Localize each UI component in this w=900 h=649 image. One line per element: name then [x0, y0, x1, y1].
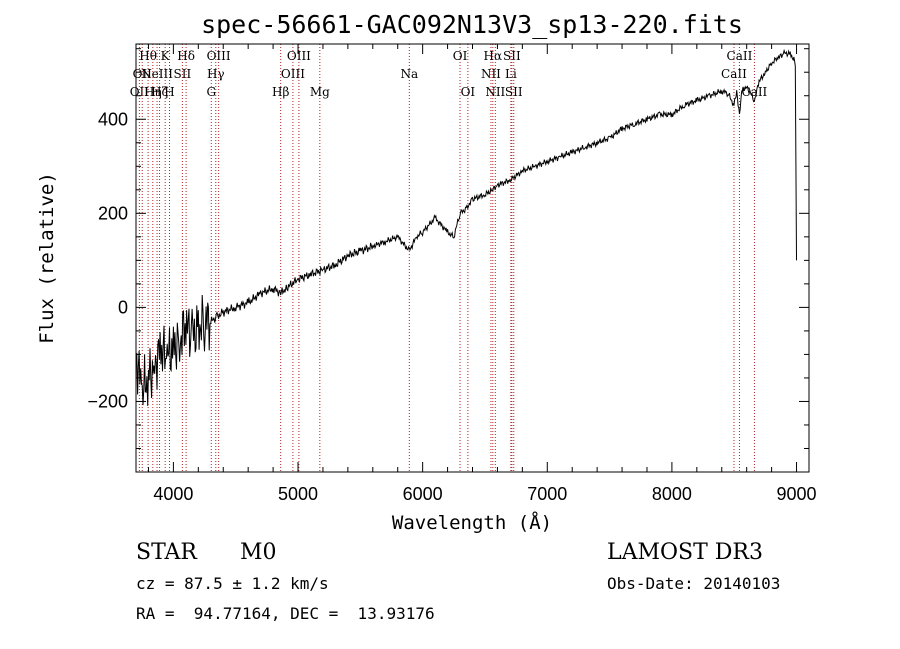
x-tick-label: 6000 [403, 484, 443, 504]
object-class: STAR [136, 540, 197, 565]
x-tick-label: 4000 [153, 484, 193, 504]
emission-line-label: Na [400, 67, 418, 81]
emission-line-label: NeIII [141, 67, 173, 81]
axis-ticks: 4000 5000 6000 7000 8000 9000 −200 0 200 400 [87, 44, 817, 504]
emission-line-label: Mg [310, 85, 330, 99]
emission-line-label: Hζ [151, 85, 168, 99]
chart-title: spec-56661-GAC092N13V3_sp13-220.fits [201, 10, 743, 39]
emission-line-label: NII [485, 85, 505, 99]
emission-line-label: CaII [727, 49, 753, 63]
survey-name: LAMOST DR3 [607, 540, 763, 565]
emission-line-label: Hβ [272, 85, 289, 99]
coordinates: RA = 94.77164, DEC = 13.93176 [136, 604, 435, 623]
y-axis-label: Flux (relative) [36, 172, 58, 344]
emission-line-label: SII [174, 67, 192, 81]
y-tick-label: 200 [98, 203, 128, 223]
y-tick-label: 0 [118, 297, 128, 317]
emission-line-label: OIII [287, 49, 311, 63]
emission-line-label: SII [503, 49, 521, 63]
emission-line-label: OII [130, 85, 150, 99]
observation-date: Obs-Date: 20140103 [607, 574, 781, 593]
x-tick-label: 8000 [652, 484, 692, 504]
x-tick-label: 5000 [278, 484, 318, 504]
y-tick-label: −200 [87, 391, 128, 411]
emission-line-label: G [206, 85, 216, 99]
x-axis-label: Wavelength (Å) [392, 511, 552, 534]
emission-line-label: NII [481, 67, 501, 81]
emission-line-label: Hδ [177, 49, 195, 63]
object-subclass: M0 [240, 540, 277, 565]
emission-line-label: SII [505, 85, 523, 99]
emission-line-label: K [161, 49, 171, 63]
emission-line-label: Li [505, 67, 517, 81]
emission-line-label: Hγ [207, 67, 225, 81]
spectrum-line [135, 48, 797, 406]
plot-frame [135, 43, 810, 473]
x-tick-label: 9000 [777, 484, 817, 504]
y-tick-label: 400 [98, 109, 128, 129]
emission-line-label: CaII [721, 67, 747, 81]
emission-line-label: H [164, 85, 174, 99]
x-tick-label: 7000 [527, 484, 567, 504]
redshift-cz: cz = 87.5 ± 1.2 km/s [136, 574, 329, 593]
emission-line-markers: OIIOIIHθHηNeIIIHζKHSIIHδGHγOIIIHβOIIIOII… [130, 44, 768, 472]
emission-line-label: Hθ [139, 49, 157, 63]
emission-line-label: OIII [281, 67, 305, 81]
emission-line-label: OI [453, 49, 468, 63]
emission-line-label: OII [133, 67, 153, 81]
spectrum-series-group [135, 48, 797, 406]
emission-line-label: OIII [207, 49, 231, 63]
emission-line-label: OI [461, 85, 476, 99]
emission-line-label: Hα [484, 49, 503, 63]
